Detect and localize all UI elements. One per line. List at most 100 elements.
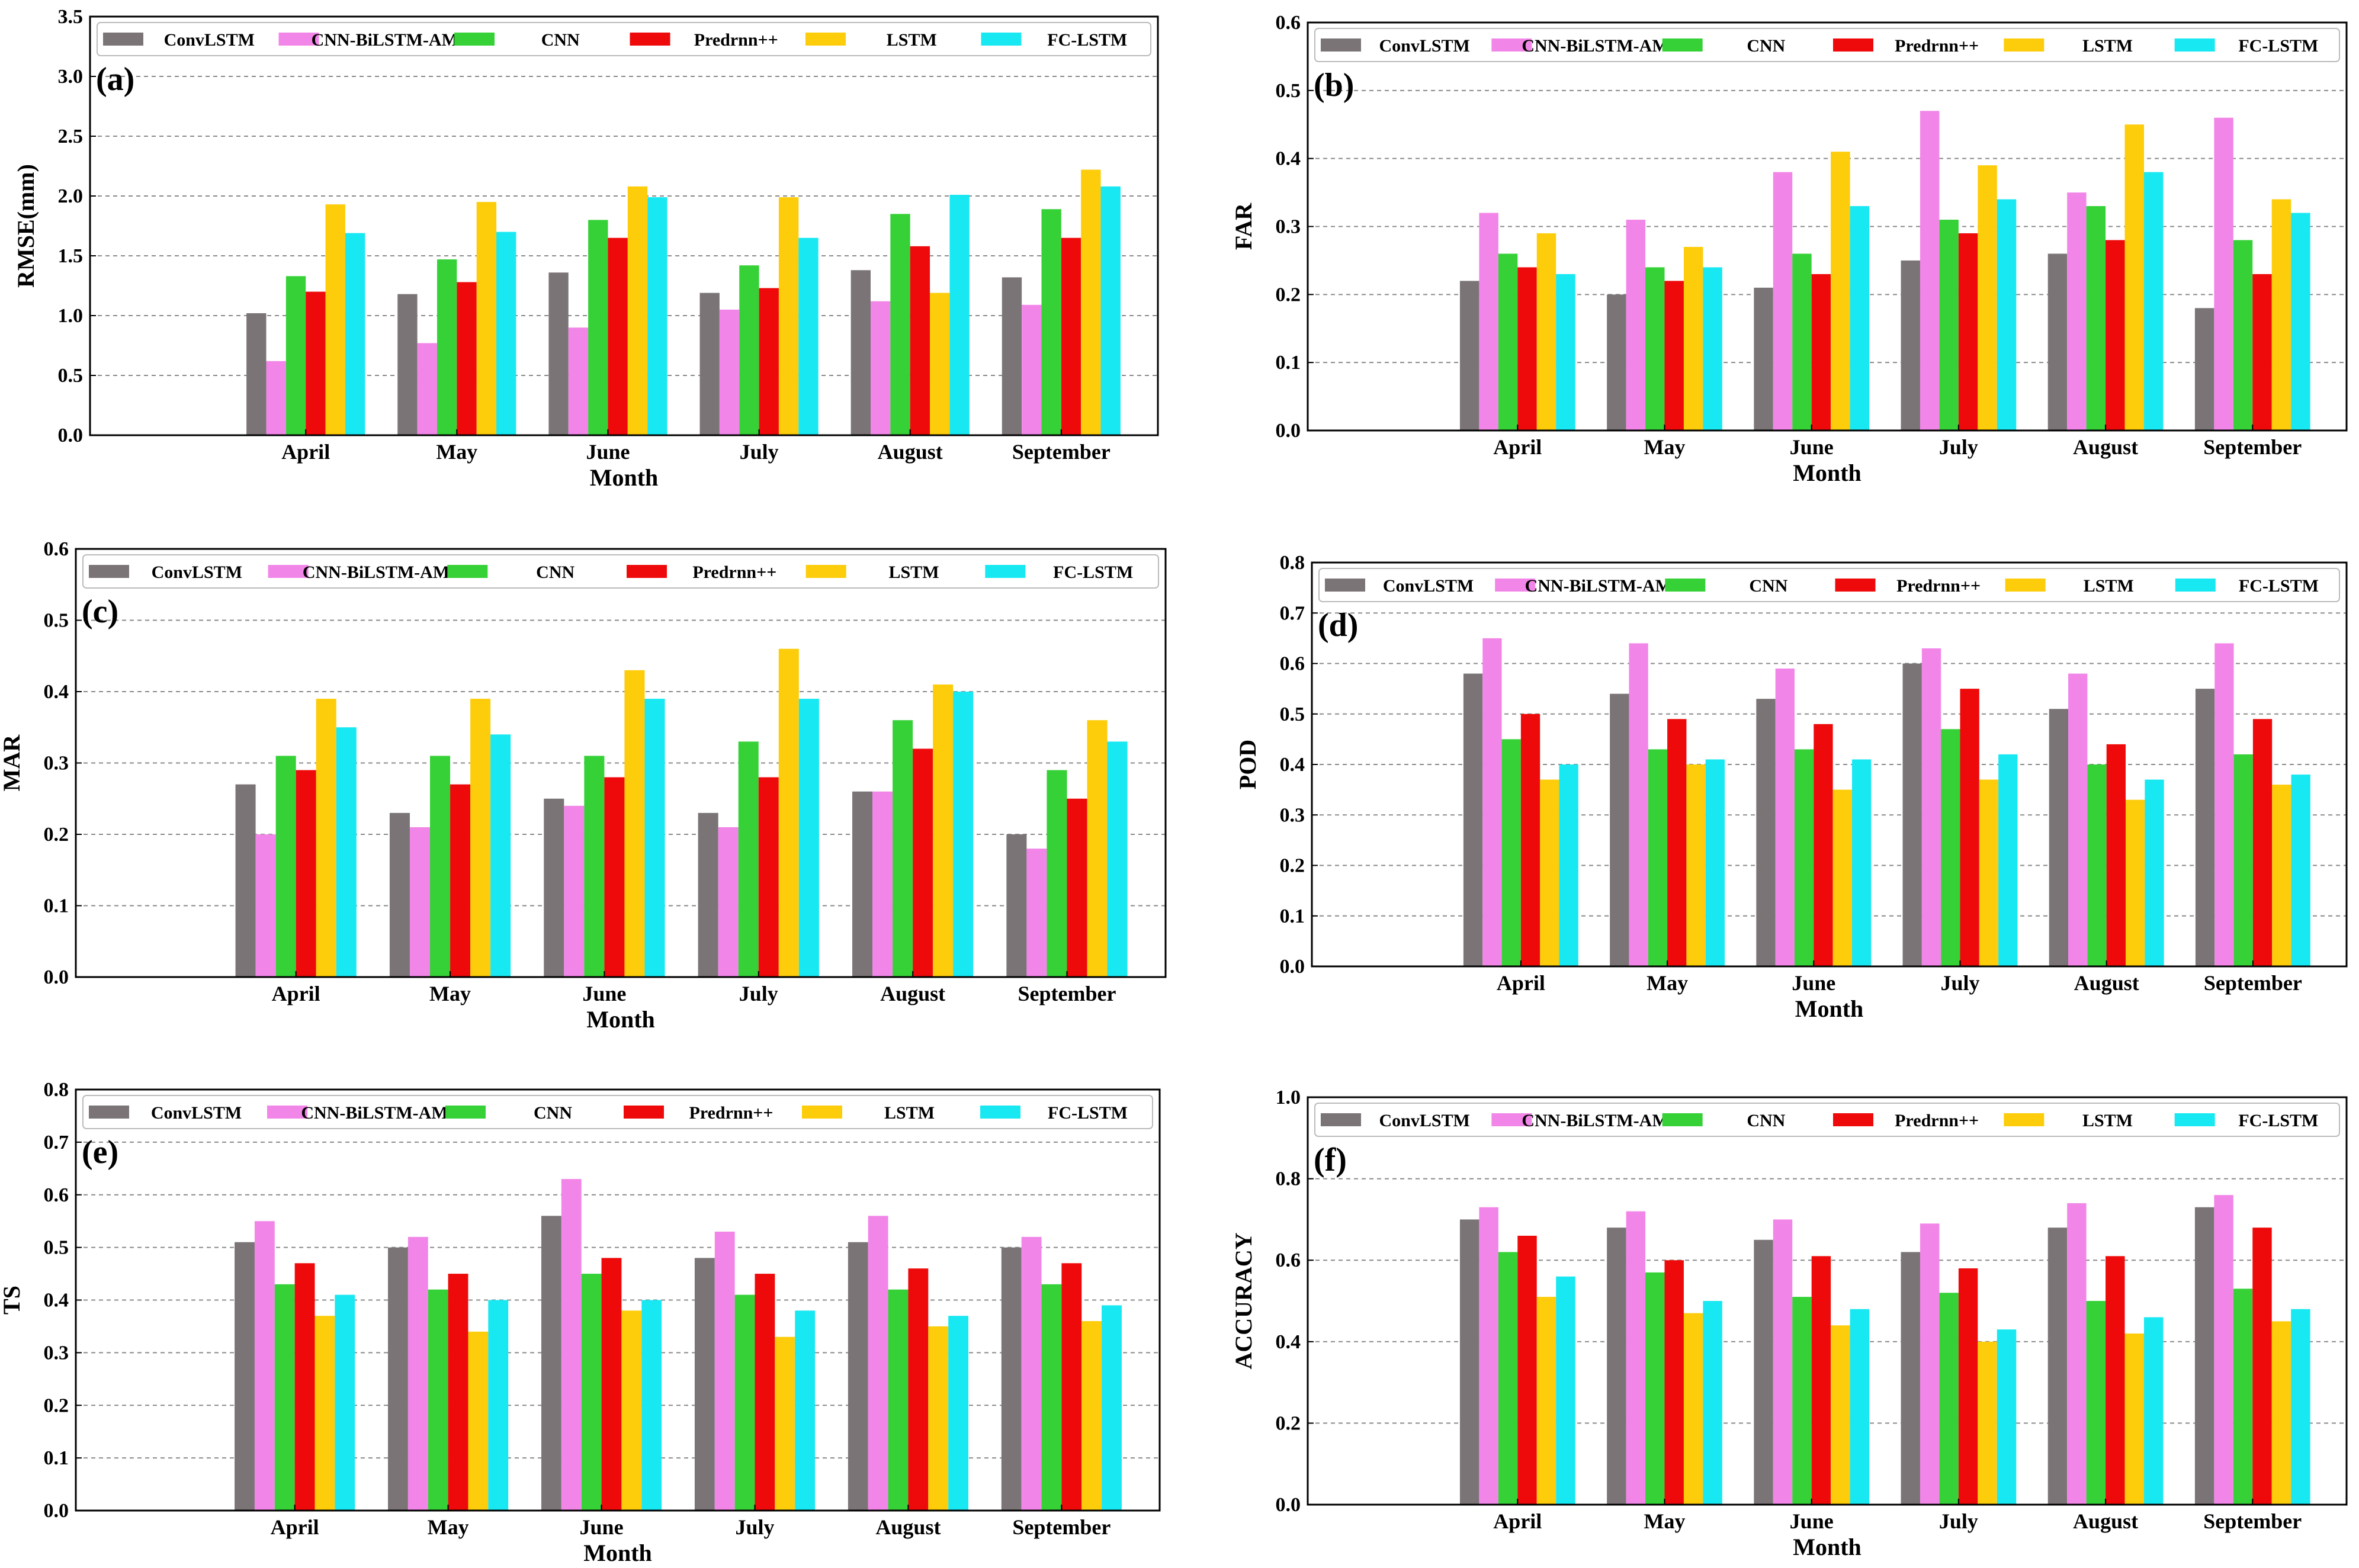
bar-convlstm-may: [1607, 294, 1626, 430]
legend-swatch-convlstm: [89, 565, 129, 578]
y-tick-label: 0.0: [44, 966, 69, 988]
bar-predrnnplusplus-august: [2106, 1256, 2125, 1505]
y-tick-label: 0.6: [1276, 12, 1301, 34]
bar-predrnnplusplus-april: [1517, 267, 1537, 430]
bar-lstm-july: [1978, 1341, 1997, 1505]
legend-label-fc-lstm: FC-LSTM: [1047, 30, 1127, 50]
legend-swatch-lstm: [802, 1106, 842, 1119]
legend: ConvLSTM CNN-BiLSTM-AM CNN Predrnn++ LSTM FC-…: [1314, 1103, 2340, 1137]
legend-swatch-cnn: [1665, 579, 1706, 592]
bar-cnn-bilstm-am-may: [1626, 1211, 1646, 1505]
bar-cnn-july: [1939, 1293, 1959, 1505]
y-tick-label: 0.6: [1276, 1249, 1301, 1271]
y-tick-label: 0.3: [1276, 216, 1301, 238]
y-tick-label: 0.2: [44, 1395, 69, 1416]
legend-label-cnn-bilstm-am: CNN-BiLSTM-AM: [303, 563, 450, 582]
legend-label-predrnnplusplus: Predrnn++: [1895, 36, 1979, 56]
bar-cnn-july: [738, 741, 759, 977]
x-tick-label-july: July: [1939, 1509, 1978, 1533]
bar-convlstm-september: [2195, 689, 2215, 966]
bar-fc-lstm-august: [2143, 1317, 2164, 1505]
bar-cnn-july: [739, 265, 759, 435]
bar-lstm-april: [314, 1316, 335, 1511]
y-tick-label: 0.3: [1280, 804, 1305, 826]
bar-fc-lstm-april: [335, 1294, 355, 1511]
bar-lstm-april: [316, 699, 336, 977]
plot-frame: [89, 15, 1159, 436]
x-tick-label-june: June: [1790, 1509, 1834, 1533]
x-tick-label-september: September: [1012, 440, 1111, 464]
bar-cnn-may: [428, 1289, 448, 1511]
legend-swatch-cnn-bilstm-am: [278, 33, 319, 46]
chart-panel-d: 0.0 0.1 0.2 0.3 0.4 0.5 0.6 0.7 0.8 April May June J…: [1234, 552, 2348, 1022]
bar-fc-lstm-august: [2145, 779, 2164, 966]
bar-predrnnplusplus-august: [910, 246, 930, 435]
bar-fc-lstm-august: [949, 194, 970, 435]
legend-swatch-predrnnplusplus: [1833, 38, 1873, 52]
bar-cnn-bilstm-am-june: [1773, 172, 1793, 430]
legend-label-cnn-bilstm-am: CNN-BiLSTM-AM: [1525, 576, 1672, 596]
bar-cnn-bilstm-am-august: [870, 301, 891, 435]
bar-predrnnplusplus-september: [2252, 719, 2273, 966]
bar-predrnnplusplus-april: [1520, 714, 1540, 966]
bar-fc-lstm-september: [1100, 186, 1121, 435]
legend-swatch-cnn-bilstm-am: [1491, 1113, 1532, 1126]
legend-swatch-lstm: [805, 565, 846, 578]
bar-cnn-bilstm-am-september: [1021, 1236, 1042, 1511]
bar-lstm-september: [1081, 169, 1101, 435]
bar-predrnnplusplus-september: [2252, 1228, 2272, 1505]
bar-cnn-bilstm-am-july: [719, 309, 740, 435]
bar-cnn-bilstm-am-august: [2068, 673, 2088, 966]
bar-fc-lstm-may: [1703, 267, 1722, 430]
bar-lstm-april: [1540, 779, 1559, 966]
y-tick-label: 0.6: [1280, 653, 1305, 675]
legend-label-convlstm: ConvLSTM: [1383, 576, 1474, 596]
bar-convlstm-july: [699, 293, 720, 435]
bar-cnn-bilstm-am-september: [2214, 643, 2234, 966]
x-axis-title: Month: [1793, 460, 1861, 486]
y-tick-label: 0.1: [1280, 905, 1305, 927]
y-tick-label: 0.5: [1280, 703, 1305, 725]
chart-panel-b: 0.0 0.1 0.2 0.3 0.4 0.5 0.6 April May June July Aug…: [1230, 12, 2348, 486]
bar-convlstm-july: [694, 1258, 715, 1511]
bar-fc-lstm-june: [1850, 206, 1870, 430]
bar-cnn-june: [584, 756, 605, 977]
legend-swatch-predrnnplusplus: [630, 33, 670, 46]
panel-label: (f): [1314, 1142, 1347, 1178]
bar-fc-lstm-june: [647, 197, 667, 435]
y-tick-label: 0.4: [1276, 1331, 1301, 1353]
legend-swatch-cnn-bilstm-am: [268, 565, 309, 578]
y-tick-label: 0.6: [44, 1184, 69, 1206]
bar-cnn-bilstm-am-april: [255, 834, 276, 977]
x-tick-label-june: June: [1792, 971, 1835, 995]
bar-predrnnplusplus-july: [759, 288, 779, 435]
x-axis-title: Month: [583, 1540, 652, 1566]
y-tick-label: 0.2: [44, 824, 69, 846]
bar-convlstm-may: [388, 1247, 408, 1511]
bar-cnn-bilstm-am-april: [1482, 638, 1502, 966]
legend-swatch-cnn: [445, 1106, 486, 1119]
bar-lstm-april: [325, 204, 345, 435]
bar-cnn-april: [275, 756, 296, 977]
bar-lstm-september: [2271, 1321, 2291, 1505]
bar-predrnnplusplus-may: [1667, 719, 1687, 966]
bar-lstm-august: [928, 1326, 949, 1511]
bar-convlstm-may: [1610, 693, 1629, 966]
bar-lstm-june: [621, 1310, 642, 1511]
y-tick-label: 0.3: [44, 753, 69, 775]
y-axis-title: POD: [1234, 740, 1261, 789]
legend-swatch-cnn-bilstm-am: [1491, 38, 1532, 52]
bar-lstm-august: [933, 684, 954, 977]
bar-predrnnplusplus-august: [913, 748, 933, 977]
bar-lstm-july: [1978, 165, 1997, 430]
bar-convlstm-september: [1001, 1247, 1022, 1511]
bar-cnn-may: [1648, 749, 1668, 966]
bar-lstm-may: [468, 1331, 489, 1511]
legend-swatch-cnn-bilstm-am: [1495, 579, 1536, 592]
panel-label: (d): [1318, 607, 1358, 644]
bar-fc-lstm-september: [1102, 1305, 1122, 1511]
y-tick-label: 2.5: [58, 126, 84, 147]
bar-cnn-bilstm-am-june: [568, 327, 589, 435]
bar-predrnnplusplus-august: [2106, 744, 2126, 966]
legend-swatch-cnn-bilstm-am: [267, 1106, 307, 1119]
